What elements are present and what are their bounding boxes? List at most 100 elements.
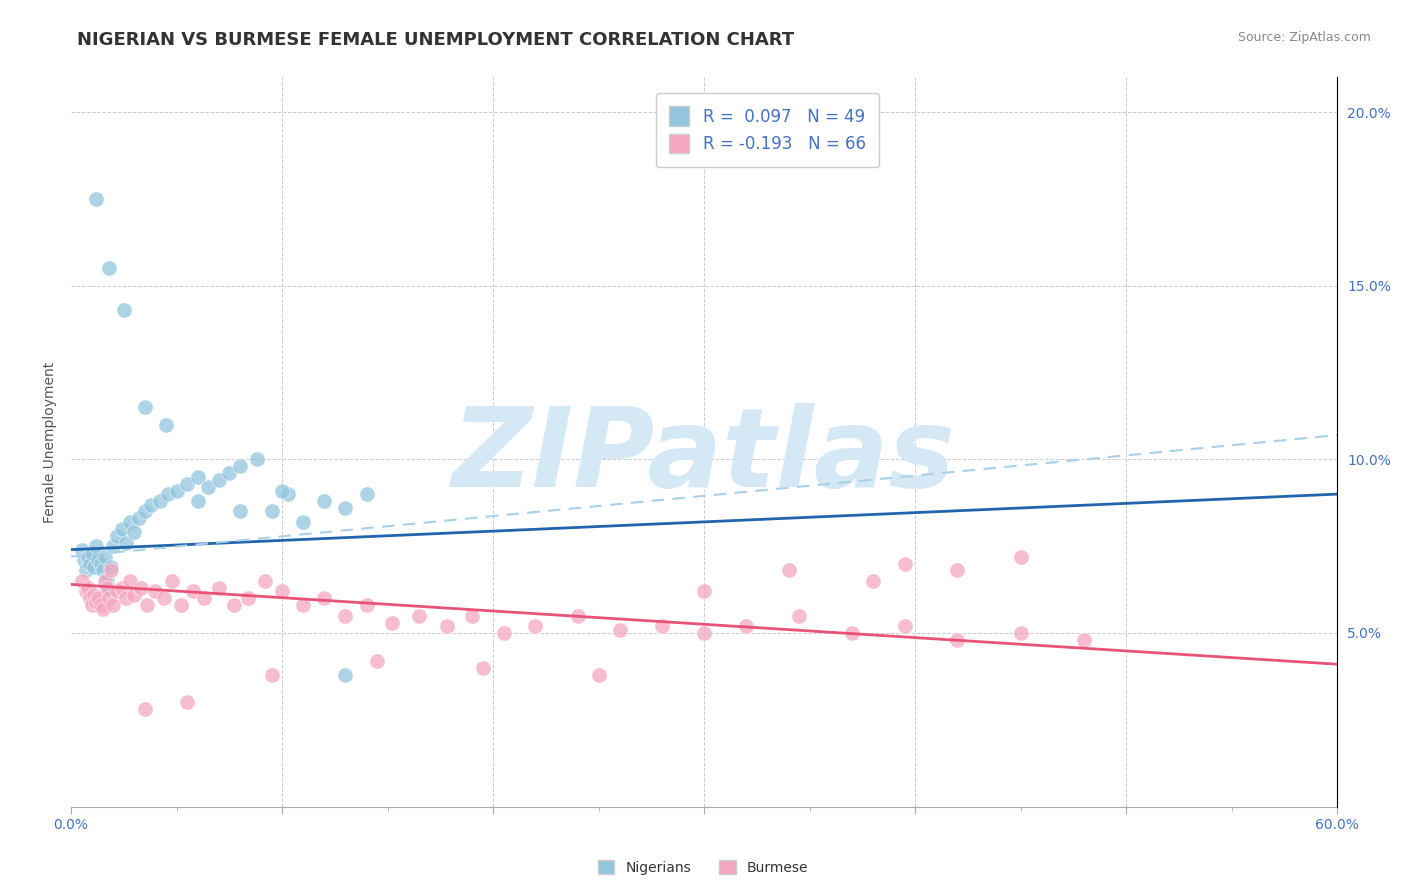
Point [366,654,388,668]
Point [260,667,283,681]
Point [100,564,122,578]
Point [277,487,299,501]
Point [381,615,404,630]
Point [79,591,101,606]
Point [183,584,205,599]
Point [103,598,125,612]
Point [111,522,134,536]
Point [82,546,104,560]
Point [292,598,315,612]
Point [946,564,969,578]
Point [77,549,100,564]
Point [260,504,283,518]
Point [91,601,114,615]
Point [124,588,146,602]
Point [1010,549,1032,564]
Point [115,535,138,549]
Point [155,417,177,432]
Point [946,632,969,647]
Point [314,591,336,606]
Point [356,487,378,501]
Point [107,584,129,599]
Point [187,494,209,508]
Point [98,591,121,606]
Point [112,303,135,318]
Point [90,557,112,571]
Point [208,473,231,487]
Point [238,591,260,606]
Point [162,574,184,588]
Point [436,619,458,633]
Point [166,483,188,498]
Point [567,608,589,623]
Point [83,588,105,602]
Point [145,584,167,599]
Point [115,591,138,606]
Point [75,564,97,578]
Point [461,608,484,623]
Point [218,467,240,481]
Text: NIGERIAN VS BURMESE FEMALE UNEMPLOYMENT CORRELATION CHART: NIGERIAN VS BURMESE FEMALE UNEMPLOYMENT … [77,31,794,49]
Point [86,192,108,206]
Point [176,695,198,709]
Legend: Nigerians, Burmese: Nigerians, Burmese [592,855,814,880]
Point [86,539,108,553]
Legend: R =  0.097   N = 49, R = -0.193   N = 66: R = 0.097 N = 49, R = -0.193 N = 66 [657,93,879,167]
Point [197,480,219,494]
Point [98,581,121,595]
Point [862,574,884,588]
Point [335,667,357,681]
Point [651,619,673,633]
Point [208,581,231,595]
Point [787,608,810,623]
Point [314,494,336,508]
Point [90,598,112,612]
Point [778,564,800,578]
Point [128,511,150,525]
Point [111,581,134,595]
Point [841,626,863,640]
Point [335,608,357,623]
Point [229,504,252,518]
Point [153,591,176,606]
Point [75,584,97,599]
Point [134,702,156,716]
Point [107,529,129,543]
Point [693,584,716,599]
Point [82,598,104,612]
Point [229,459,252,474]
Point [157,487,180,501]
Point [129,581,152,595]
Point [254,574,277,588]
Point [98,261,121,276]
Point [124,525,146,540]
Point [222,598,245,612]
Point [1010,626,1032,640]
Point [893,619,915,633]
Point [588,667,610,681]
Point [94,574,117,588]
Point [96,581,118,595]
Point [187,469,209,483]
Point [86,595,108,609]
Point [134,504,156,518]
Point [271,584,294,599]
Point [103,539,125,553]
Point [271,483,294,498]
Point [77,581,100,595]
Point [96,574,118,588]
Point [170,598,193,612]
Point [292,515,315,529]
Point [356,598,378,612]
Point [893,557,915,571]
Point [83,560,105,574]
Point [120,574,142,588]
Point [176,476,198,491]
Y-axis label: Female Unemployment: Female Unemployment [44,361,58,523]
Point [492,626,515,640]
Point [408,608,430,623]
Point [94,549,117,564]
Point [79,557,101,571]
Point [609,623,631,637]
Point [193,591,215,606]
